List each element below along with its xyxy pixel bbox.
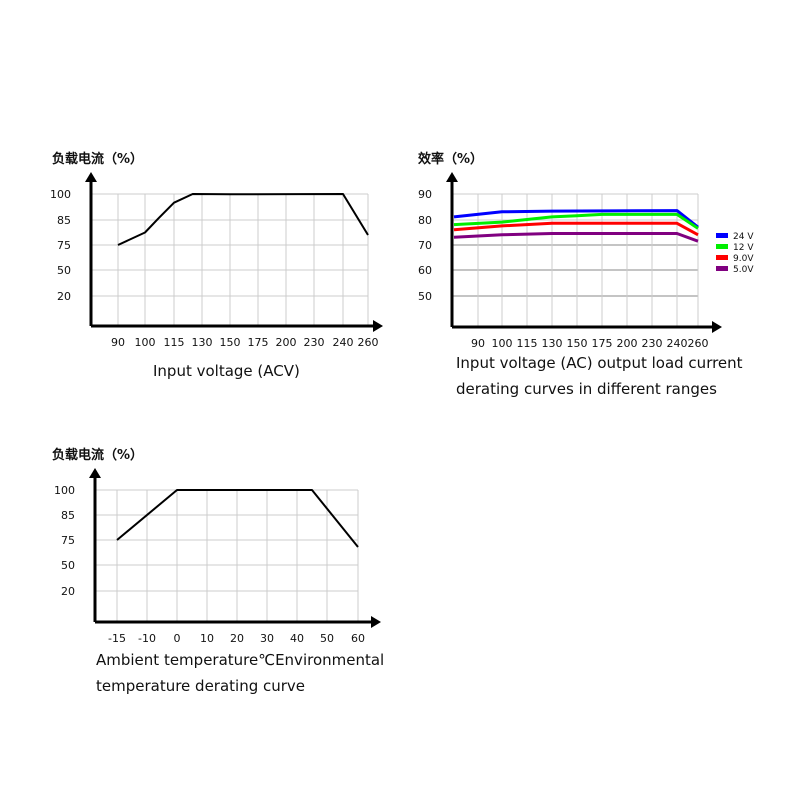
chart2-y-tick: 80 xyxy=(418,214,432,227)
chart3-caption-line1: Ambient temperature℃Environmental xyxy=(96,651,385,669)
chart1-x-tick: 240 xyxy=(333,336,354,349)
chart3-y-tick: 50 xyxy=(61,559,75,572)
chart3-y-tick: 85 xyxy=(61,509,75,522)
chart1-caption: Input voltage (ACV) xyxy=(153,362,300,380)
chart3-x-tick: 30 xyxy=(260,632,274,645)
chart3-y-title: 负载电流（%） xyxy=(52,447,143,463)
legend-swatch xyxy=(716,233,728,238)
chart2-y-tick: 90 xyxy=(418,188,432,201)
chart2-series-line-50V xyxy=(453,232,699,243)
legend-label: 9.0V xyxy=(733,254,754,264)
chart2-x-tick: 150 xyxy=(567,337,588,350)
chart2-x-tick: 240 xyxy=(667,337,688,350)
chart2-x-tick: 175 xyxy=(592,337,613,350)
chart1-series-line xyxy=(117,193,369,246)
chart1-y-title: 负载电流（%） xyxy=(52,151,143,167)
chart2-y-title: 效率（%） xyxy=(418,151,483,167)
chart2-series-line-90V xyxy=(453,221,699,237)
chart2-caption-line1: Input voltage (AC) output load current xyxy=(456,354,743,372)
chart3-x-tick: 20 xyxy=(230,632,244,645)
legend-swatch xyxy=(716,266,728,271)
chart3-y-tick: 20 xyxy=(61,585,75,598)
chart2-x-arrow-icon xyxy=(712,321,722,333)
chart3-x-tick: 50 xyxy=(320,632,334,645)
legend-label: 12 V xyxy=(733,243,754,253)
chart1-y-tick: 50 xyxy=(57,264,71,277)
chart2-y-tick: 70 xyxy=(418,239,432,252)
chart2-x-tick: 130 xyxy=(542,337,563,350)
chart2-series-line-24V xyxy=(453,209,699,229)
chart1-x-tick: 100 xyxy=(135,336,156,349)
chart2-y-tick: 50 xyxy=(418,290,432,303)
chart1-y-arrow-icon xyxy=(85,172,97,182)
chart2-x-tick: 200 xyxy=(617,337,638,350)
chart2-x-tick: 100 xyxy=(492,337,513,350)
chart3-x-tick: 10 xyxy=(200,632,214,645)
chart1-x-tick: 150 xyxy=(220,336,241,349)
chart1-x-tick: 115 xyxy=(164,336,185,349)
chart3-x-tick: 40 xyxy=(290,632,304,645)
chart2-x-tick: 115 xyxy=(517,337,538,350)
chart1-y-tick: 85 xyxy=(57,214,71,227)
chart2-y-tick: 60 xyxy=(418,264,432,277)
chart3-x-arrow-icon xyxy=(371,616,381,628)
chart1-x-tick: 200 xyxy=(276,336,297,349)
chart3-y-arrow-icon xyxy=(89,468,101,478)
chart3-series-line xyxy=(116,489,359,548)
chart1-x-tick: 90 xyxy=(111,336,125,349)
chart1-x-arrow-icon xyxy=(373,320,383,332)
legend-swatch xyxy=(716,244,728,249)
chart1-x-tick: 175 xyxy=(248,336,269,349)
chart3-caption-line2: temperature derating curve xyxy=(96,677,306,695)
chart1-y-tick: 100 xyxy=(50,188,71,201)
chart3-x-tick: 0 xyxy=(174,632,181,645)
chart1-y-tick: 20 xyxy=(57,290,71,303)
legend-label: 5.0V xyxy=(733,265,754,275)
chart3-x-tick: -10 xyxy=(138,632,156,645)
legend-label: 24 V xyxy=(733,232,754,242)
chart1-x-tick: 260 xyxy=(358,336,379,349)
chart1-x-tick: 130 xyxy=(192,336,213,349)
chart1-y-tick: 75 xyxy=(57,239,71,252)
legend-swatch xyxy=(716,255,728,260)
chart2-x-tick: 260 xyxy=(688,337,709,350)
chart2-x-tick: 230 xyxy=(642,337,663,350)
chart2-y-arrow-icon xyxy=(446,172,458,182)
chart3-x-tick: 60 xyxy=(351,632,365,645)
chart3-y-tick: 75 xyxy=(61,534,75,547)
chart2-series-line-12V xyxy=(453,212,699,230)
chart3-x-tick: -15 xyxy=(108,632,126,645)
chart2-caption-line2: derating curves in different ranges xyxy=(456,380,717,398)
chart3-y-tick: 100 xyxy=(54,484,75,497)
chart2-x-tick: 90 xyxy=(471,337,485,350)
chart1-x-tick: 230 xyxy=(304,336,325,349)
